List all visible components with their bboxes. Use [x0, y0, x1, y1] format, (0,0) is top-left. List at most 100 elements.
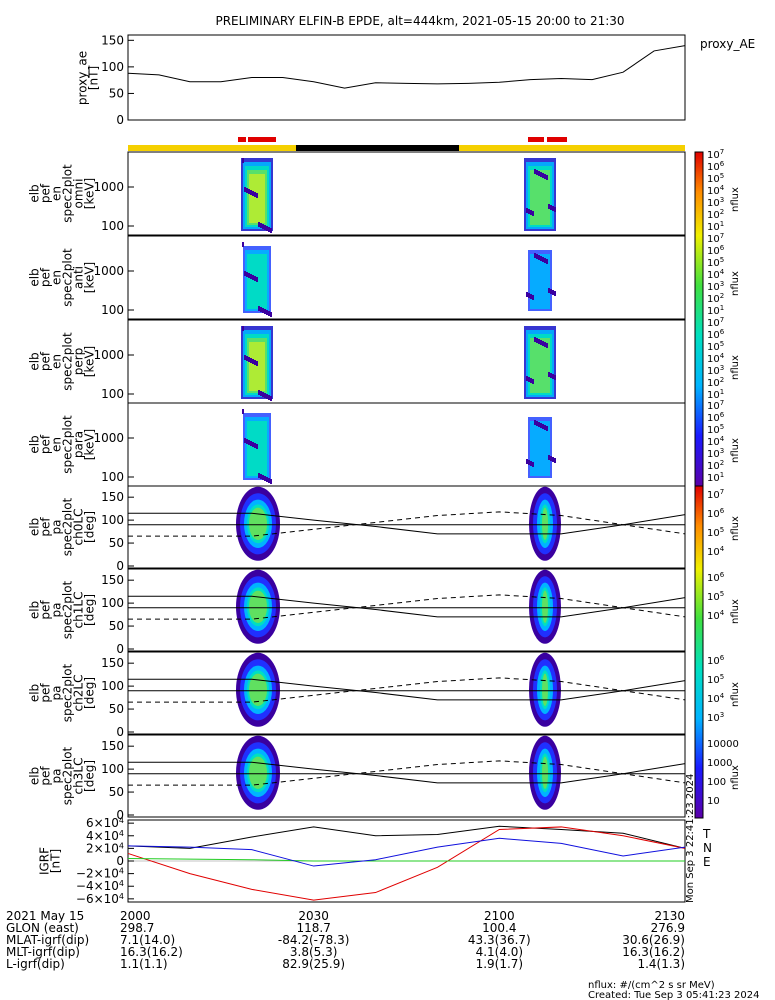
ylabel-line: elb: [28, 518, 42, 536]
cb-label: nflux: [730, 599, 741, 624]
footer-value: 16.3(16.2): [622, 945, 685, 959]
spec-ytick: 100: [101, 219, 124, 233]
ylabel-line: pa: [50, 520, 64, 535]
footer-value: -84.2(-78.3): [278, 933, 349, 947]
footer-value: 3.8(5.3): [290, 945, 338, 959]
spec-ytick: 100: [101, 387, 124, 401]
side-note: Mon Sep 3 22:41:23 2024: [685, 774, 696, 903]
pa-line-dashed: [128, 760, 686, 786]
pa-line-upper: [128, 761, 686, 784]
proxy-ae-legend: proxy_AE: [700, 37, 755, 51]
footer-value: 7.1(14.0): [120, 933, 175, 947]
ylabel-line: elb: [28, 268, 42, 286]
spec-ytick: 100: [101, 303, 124, 317]
ylabel-line: spec2plot: [61, 415, 75, 474]
ae-ytick: 100: [101, 60, 124, 74]
spec-ytick: 1000: [93, 180, 124, 194]
pa-ytick: 100: [101, 679, 124, 693]
cb-tick: 10000: [707, 739, 739, 750]
cb-label: nflux: [730, 187, 741, 212]
cb-label: nflux: [730, 271, 741, 296]
ae-ylabel: proxy_ae[nT]: [76, 51, 101, 105]
igrf-D-line: [127, 837, 686, 867]
cb-tick: 106: [707, 507, 725, 520]
ylabel-line: pa: [50, 769, 64, 784]
pa-ytick: 50: [109, 619, 124, 633]
cb-tick: 105: [707, 673, 724, 686]
footer-value: 2100: [484, 909, 515, 923]
cb-tick: 101: [707, 471, 724, 484]
footer-value: 1.1(1.1): [120, 957, 168, 971]
cb-label: nflux: [730, 682, 741, 707]
ylabel-line: spec2plot: [61, 746, 75, 805]
ylabel-line: pef: [39, 351, 53, 371]
footer-label: MLT-igrf(dip): [6, 945, 80, 959]
ylabel-line: ch3LC: [72, 758, 86, 795]
footer-value: 2130: [654, 909, 685, 923]
ylabel-line: ch1LC: [72, 592, 86, 629]
igrf-ytick: 6×104: [86, 816, 124, 831]
igrf-ytick: −4×104: [76, 879, 124, 894]
ylabel-line: en: [50, 354, 64, 369]
igrf-E-line: [127, 857, 685, 862]
pa-line-dashed: [128, 511, 686, 537]
igrf-N-line: [127, 826, 686, 901]
ylabel-line: anti: [72, 266, 86, 289]
ylabel-line: spec2plot: [61, 248, 75, 307]
cb-label: nflux: [730, 765, 741, 790]
ylabel-line: elb: [28, 435, 42, 453]
pa-ytick: 50: [109, 536, 124, 550]
ae-ytick: 50: [109, 86, 124, 100]
ylabel-line: para: [72, 431, 86, 458]
ylabel-line: proxy_ae: [76, 51, 90, 105]
ylabel-line: pa: [50, 603, 64, 618]
igrf-ytick: 2×104: [86, 841, 124, 856]
pa-ytick: 150: [101, 656, 124, 670]
footer-value: 82.9(25.9): [282, 957, 345, 971]
colorbar-pa: [694, 485, 704, 819]
footer-label: 2021 May 15: [6, 909, 84, 923]
cb-tick: 106: [707, 571, 725, 584]
pa-ytick: 0: [116, 725, 124, 739]
footer-label: GLON (east): [6, 921, 79, 935]
cb-tick: 10: [707, 796, 720, 807]
cb-tick: 107: [707, 488, 724, 501]
ylabel-line: [deg]: [83, 760, 97, 792]
ylabel-line: elb: [28, 184, 42, 202]
ylabel-line: elb: [28, 601, 42, 619]
igrf-ytick: 0: [116, 854, 124, 868]
ylabel-line: IGRF: [38, 847, 52, 875]
pa-ytick: 100: [101, 762, 124, 776]
pa-ytick: 0: [116, 642, 124, 656]
ae-ytick: 150: [101, 33, 124, 47]
igrf-ytick: 4×104: [86, 828, 124, 843]
cb-tick: 106: [707, 654, 725, 667]
footer-value: 1.4(1.3): [637, 957, 685, 971]
pa-ytick: 150: [101, 490, 124, 504]
footer-value: 16.3(16.2): [120, 945, 183, 959]
pa-ytick: 50: [109, 785, 124, 799]
pa-line-dashed: [128, 677, 686, 703]
igrf-ytick: −2×104: [76, 866, 124, 881]
ylabel-line: pef: [39, 600, 53, 620]
ylabel-line: [deg]: [83, 511, 97, 543]
cb-tick: 100: [707, 777, 726, 788]
ylabel-line: spec2plot: [61, 580, 75, 639]
cb-tick: 104: [707, 609, 725, 622]
ylabel-line: en: [50, 186, 64, 201]
footer-value: 4.1(4.0): [476, 945, 524, 959]
footer-value: 1.9(1.7): [476, 957, 524, 971]
ylabel-line: omni: [72, 179, 86, 209]
spec-ytick: 1000: [93, 348, 124, 362]
igrf-T-line: [127, 825, 686, 849]
ylabel-line: [keV]: [83, 262, 97, 293]
ylabel-line: elb: [28, 684, 42, 702]
